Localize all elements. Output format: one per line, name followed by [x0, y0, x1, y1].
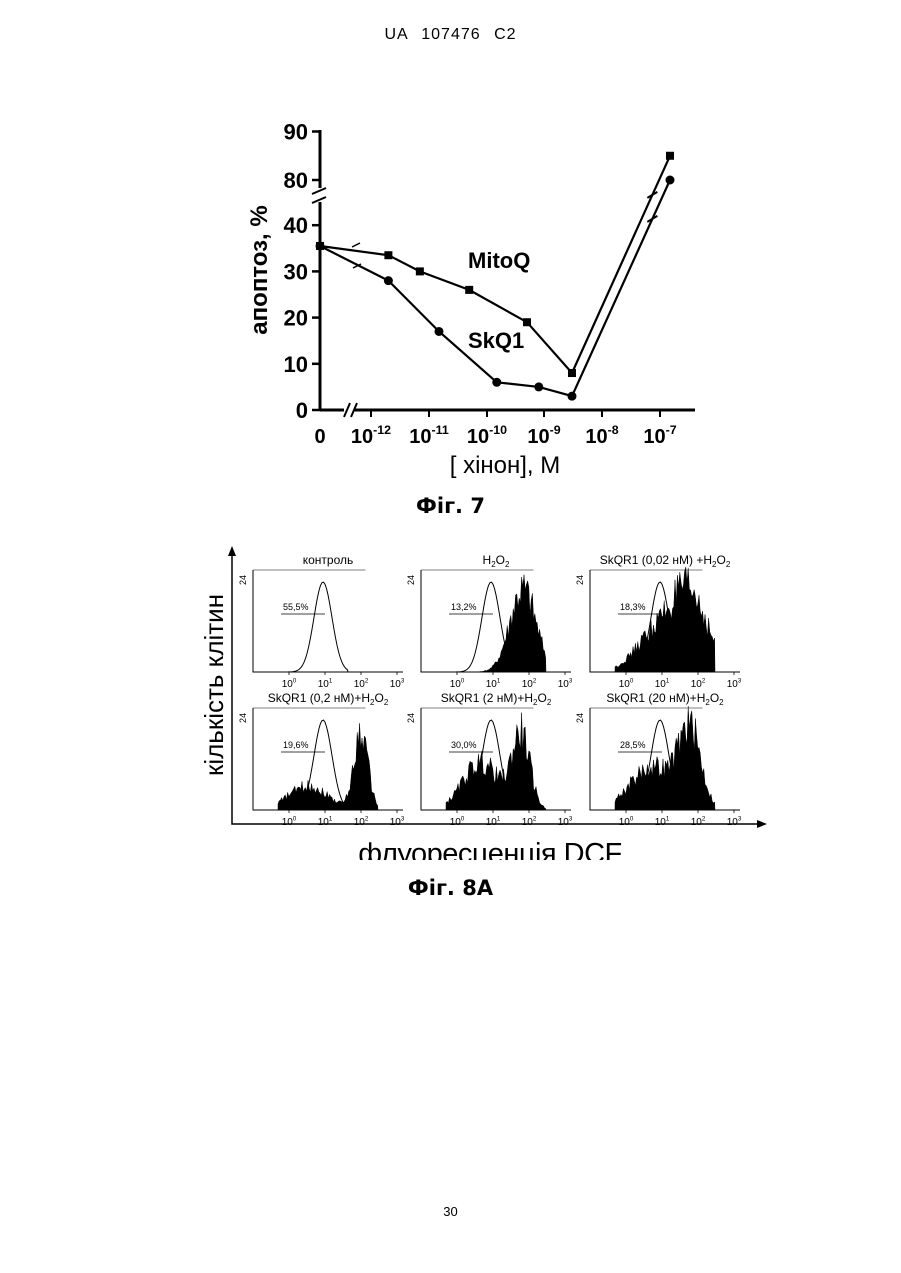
- x-tick-label: 10-10: [467, 423, 507, 448]
- gate-percent: 30,0%: [451, 740, 477, 750]
- x-axis-label: флуоресценція DCF: [358, 838, 622, 860]
- mitoq-point: [465, 286, 473, 294]
- x-tick-label: 101: [655, 678, 670, 691]
- treated-histogram: [446, 575, 546, 672]
- y-tick-label: 0: [296, 398, 308, 423]
- x-axis-label: [ хінон], М: [450, 452, 561, 479]
- gate-percent: 13,2%: [451, 602, 477, 612]
- x-tick-label: 103: [390, 678, 405, 691]
- figure-7-axes: [312, 130, 695, 417]
- figure-7-series: [316, 152, 675, 401]
- x-tick-label: 103: [727, 816, 742, 829]
- treated-histogram: [615, 706, 715, 810]
- y-tick-label: 10: [284, 352, 308, 377]
- gate-percent: 28,5%: [620, 740, 646, 750]
- skq1-label: SkQ1: [468, 328, 524, 353]
- treated-histogram: [615, 567, 715, 672]
- x-tick-label: 103: [390, 816, 405, 829]
- x-tick-label: 101: [318, 816, 333, 829]
- x-tick-label: 102: [522, 678, 537, 691]
- y-axis-label: апоптоз, %: [246, 205, 273, 334]
- y-axis-label: кількість клітин: [199, 594, 229, 776]
- histogram-panel-1: контроль 24 100 101 102 103 55,5%: [238, 553, 405, 690]
- x-tick-label: 10-12: [351, 423, 391, 448]
- y-tick-label: 30: [284, 259, 308, 284]
- x-tick-label: 102: [354, 678, 369, 691]
- figure-7-caption: Фіг. 7: [0, 494, 901, 518]
- histogram-panel-6: SkQR1 (20 нМ)+H2O2 24 100 101 102 103 28,5%: [575, 691, 742, 828]
- y-tick-24: 24: [238, 575, 248, 585]
- control-histogram: [283, 582, 348, 672]
- x-tick-label: 101: [486, 678, 501, 691]
- skq1-point: [492, 378, 501, 387]
- y-tick-24: 24: [575, 575, 585, 585]
- panel-title: SkQR1 (2 нМ)+H2O2: [441, 691, 552, 707]
- x-tick-label: 102: [354, 816, 369, 829]
- mitoq-point: [523, 318, 531, 326]
- histogram-panel-5: SkQR1 (2 нМ)+H2O2 24 100 101 102 103 30,0%: [406, 691, 573, 828]
- mitoq-point: [666, 152, 674, 160]
- x-tick-label: 100: [282, 816, 297, 829]
- y-tick-label: 80: [284, 168, 308, 193]
- x-tick-label: 103: [727, 678, 742, 691]
- skq1-point: [534, 382, 543, 391]
- x-tick-label: 101: [318, 678, 333, 691]
- mitoq-point: [416, 267, 424, 275]
- x-tick-label: 103: [558, 816, 573, 829]
- skq1-point: [567, 392, 576, 401]
- panel-title: контроль: [303, 553, 354, 567]
- y-tick-24: 24: [406, 713, 416, 723]
- x-tick-label: 102: [522, 816, 537, 829]
- skq1-point: [316, 241, 325, 250]
- y-tick-label: 20: [284, 306, 308, 331]
- panel-title: H2O2: [483, 553, 510, 569]
- skq1-point: [384, 276, 393, 285]
- skq1-point: [666, 176, 675, 185]
- page-header: UA 107476 C2: [0, 26, 901, 44]
- x-tick-label: 100: [450, 816, 465, 829]
- figure-8a-caption: Фіг. 8А: [0, 876, 901, 900]
- figure-8a-histograms: кількість клітин флуоресценція DCF контрол…: [195, 540, 775, 860]
- x-tick-label: 103: [558, 678, 573, 691]
- mitoq-point: [568, 369, 576, 377]
- y-tick-24: 24: [238, 713, 248, 723]
- treated-histogram: [278, 723, 378, 810]
- x-tick-label: 102: [691, 678, 706, 691]
- panel-title: SkQR1 (20 нМ)+H2O2: [606, 691, 724, 707]
- x-tick-label: 100: [619, 678, 634, 691]
- gate-percent: 18,3%: [620, 602, 646, 612]
- mitoq-point: [384, 251, 392, 259]
- x-tick-label: 100: [450, 678, 465, 691]
- y-tick-label: 90: [284, 120, 308, 145]
- y-tick-24: 24: [575, 713, 585, 723]
- figure-8a-content: кількість клітин флуоресценція DCF контрол…: [199, 546, 767, 860]
- skq1-point: [434, 327, 443, 336]
- figure-7-labels: 0 10 20 30 40 80 90 0 10-12 10-11 10-10 10-9 10-8 10-…: [246, 120, 677, 480]
- y-tick-24: 24: [406, 575, 416, 585]
- histogram-panel-3: SkQR1 (0,02 нМ) +H2O2 24 100 101 102 103 18,3%: [575, 553, 742, 690]
- y-tick-label: 40: [284, 213, 308, 238]
- x-tick-label: 0: [314, 426, 325, 448]
- histogram-panel-4: SkQR1 (0,2 нМ)+H2O2 24 100 101 102 103 19,6%: [238, 691, 405, 828]
- panel-title: SkQR1 (0,02 нМ) +H2O2: [600, 553, 731, 569]
- page-number: 30: [0, 1204, 901, 1219]
- gate-percent: 19,6%: [283, 740, 309, 750]
- x-tick-label: 101: [655, 816, 670, 829]
- x-tick-label: 10-9: [527, 423, 560, 448]
- x-tick-label: 10-8: [585, 423, 618, 448]
- x-tick-label: 102: [691, 816, 706, 829]
- x-tick-label: 100: [282, 678, 297, 691]
- treated-histogram: [446, 713, 546, 810]
- x-tick-label: 10-7: [643, 423, 676, 448]
- panel-title: SkQR1 (0,2 нМ)+H2O2: [268, 691, 389, 707]
- figure-7-chart: 0 10 20 30 40 80 90 0 10-12 10-11 10-10 10-9 10-8 10-…: [240, 110, 710, 485]
- x-tick-label: 101: [486, 816, 501, 829]
- x-tick-label: 10-11: [409, 423, 449, 448]
- x-tick-label: 100: [619, 816, 634, 829]
- gate-percent: 55,5%: [283, 602, 309, 612]
- mitoq-label: MitoQ: [468, 248, 530, 273]
- series-skq1: [316, 176, 675, 401]
- histogram-panel-2: H2O2 24 100 101 102 103 13,2%: [406, 553, 573, 690]
